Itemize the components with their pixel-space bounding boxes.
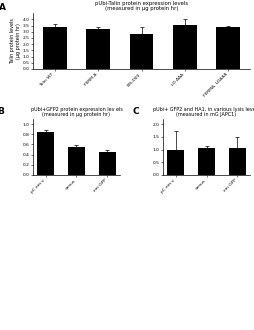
- Text: B: B: [0, 107, 4, 116]
- Title: pUbi+GFP2 protein expression lev els
(measured in μg protein hr): pUbi+GFP2 protein expression lev els (me…: [30, 107, 122, 117]
- Bar: [129, 34, 153, 69]
- Text: A: A: [0, 3, 5, 12]
- Bar: [43, 27, 67, 69]
- Bar: [228, 148, 245, 175]
- Bar: [197, 148, 214, 175]
- Bar: [215, 27, 239, 69]
- Title: pUbi+ GFP2 and HA1, in various lysis levels
(measured in mG JAPC1): pUbi+ GFP2 and HA1, in various lysis lev…: [153, 107, 254, 117]
- Title: pUbi-Talin protein expression levels
(measured in μg protein hr): pUbi-Talin protein expression levels (me…: [94, 1, 187, 12]
- Bar: [166, 149, 183, 175]
- Bar: [172, 25, 196, 69]
- Bar: [99, 152, 116, 175]
- Bar: [37, 132, 54, 175]
- Text: C: C: [132, 107, 139, 116]
- Bar: [86, 29, 110, 69]
- Bar: [68, 147, 85, 175]
- Y-axis label: Talin protein levels
(μg protein hr): Talin protein levels (μg protein hr): [10, 18, 21, 64]
